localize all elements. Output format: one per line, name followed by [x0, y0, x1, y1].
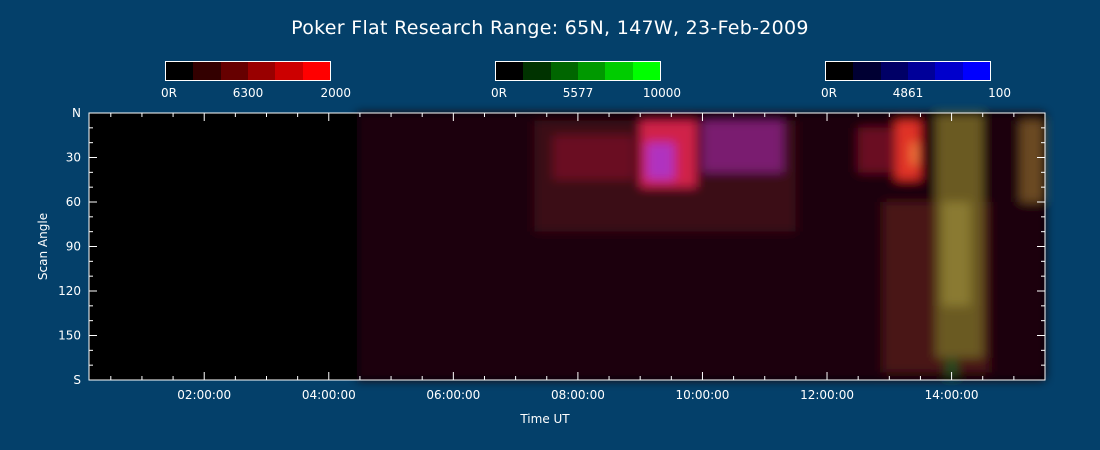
aurora-purple-band [702, 120, 784, 173]
colorbar-5577-max-label: 10000 [642, 86, 681, 100]
y-tick-label: S [73, 373, 81, 387]
swatch [577, 62, 606, 80]
y-tick-label: N [72, 106, 81, 120]
x-tick-label: 08:00:00 [551, 388, 605, 402]
colorbar-6300-gradient [165, 61, 331, 81]
swatch [523, 62, 551, 80]
aurora-green-spot [945, 357, 958, 378]
x-axis-label: Time UT [519, 412, 570, 426]
no-data-region [89, 113, 357, 380]
colorbar-4861-gradient [825, 61, 991, 81]
y-tick-label: 150 [58, 329, 81, 343]
aurora-orange-streak [911, 142, 918, 165]
y-tick-label: 60 [66, 195, 81, 209]
swatch [166, 62, 194, 80]
colorbar-5577-name-label: 5577 [562, 86, 594, 100]
aurora-tan-edge [1020, 120, 1045, 202]
swatch [853, 62, 881, 80]
swatch [605, 62, 633, 80]
y-tick-label: 30 [66, 151, 81, 165]
x-tick-label: 06:00:00 [426, 388, 480, 402]
x-tick-label: 12:00:00 [800, 388, 854, 402]
swatch [302, 62, 330, 80]
swatch [962, 62, 990, 80]
colorbar-6300: 0R 6300 2000 [161, 61, 351, 102]
swatch [880, 62, 908, 80]
aurora-red-arc-c [858, 127, 896, 173]
x-tick-label: 10:00:00 [676, 388, 730, 402]
colorbar-4861-min-label: 0R [821, 86, 837, 100]
colorbar-5577-gradient [495, 61, 661, 81]
colorbar-6300-name-label: 6300 [232, 86, 264, 100]
swatch [632, 62, 660, 80]
swatch [935, 62, 963, 80]
x-tick-label: 02:00:00 [177, 388, 231, 402]
x-tick-label: 14:00:00 [925, 388, 979, 402]
swatch [220, 62, 248, 80]
y-tick-label: 90 [66, 240, 81, 254]
colorbar-5577: 0R 5577 10000 [491, 61, 681, 102]
colorbar-4861-max-label: 100 [988, 86, 1011, 100]
colorbar-4861: 0R 4861 100 [821, 61, 1011, 102]
aurora-features [356, 113, 1045, 380]
colorbar-6300-min-label: 0R [161, 86, 177, 100]
swatch [550, 62, 578, 80]
aurora-olive-core [942, 202, 971, 306]
swatch [275, 62, 303, 80]
swatch [247, 62, 276, 80]
swatch [496, 62, 524, 80]
y-axis-label: Scan Angle [36, 213, 50, 280]
swatch [907, 62, 936, 80]
colorbar-6300-max-label: 2000 [320, 86, 351, 100]
axis-ticks: 02:00:00 04:00:00 06:00:00 08:00:00 10:00:00… [58, 106, 1046, 402]
colorbar-5577-min-label: 0R [491, 86, 507, 100]
chart-title: Poker Flat Research Range: 65N, 147W, 23… [291, 17, 809, 39]
x-tick-label: 04:00:00 [302, 388, 356, 402]
y-tick-label: 120 [58, 284, 81, 298]
swatch [193, 62, 221, 80]
aurora-magenta-core [646, 142, 675, 180]
swatch [826, 62, 854, 80]
colorbar-4861-name-label: 4861 [892, 86, 924, 100]
aurora-red-arc-a [552, 135, 634, 180]
